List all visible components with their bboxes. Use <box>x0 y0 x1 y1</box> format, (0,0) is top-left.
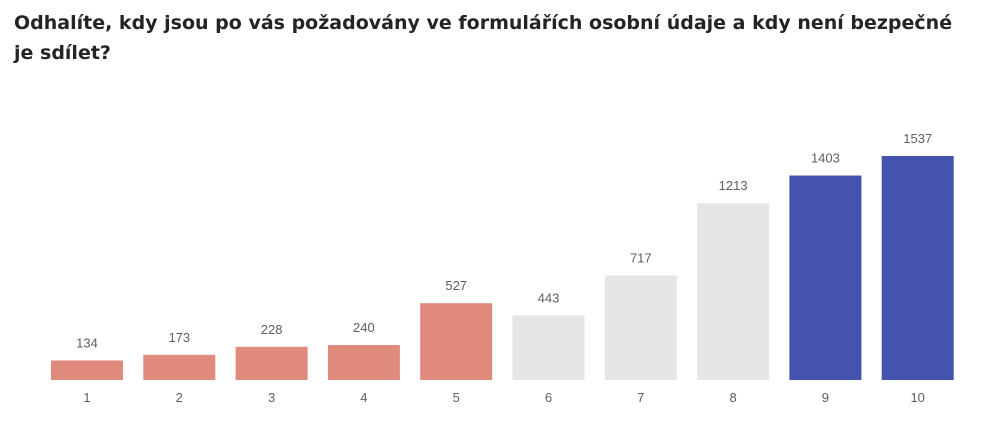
x-tick-label: 10 <box>910 390 924 405</box>
x-tick-label: 8 <box>729 390 736 405</box>
x-tick-label: 1 <box>83 390 90 405</box>
data-label: 527 <box>445 278 467 293</box>
x-tick-label: 6 <box>545 390 552 405</box>
x-tick-label: 9 <box>822 390 829 405</box>
data-label: 717 <box>630 251 652 266</box>
bar <box>604 275 677 380</box>
x-tick-label: 7 <box>637 390 644 405</box>
bar <box>235 346 308 380</box>
data-label: 240 <box>353 320 375 335</box>
bar <box>512 315 585 380</box>
chart-title: Odhalíte, kdy jsou po vás požadovány ve … <box>14 12 953 64</box>
x-tick-label: 2 <box>176 390 183 405</box>
x-tick-label: 4 <box>360 390 367 405</box>
data-label: 173 <box>168 330 190 345</box>
bar <box>697 203 770 380</box>
bar <box>327 345 400 380</box>
x-tick-label: 3 <box>268 390 275 405</box>
x-tick-label: 5 <box>453 390 460 405</box>
bar <box>143 354 216 380</box>
data-label: 134 <box>76 335 98 350</box>
bar <box>789 175 862 380</box>
data-label: 1537 <box>903 131 932 146</box>
data-label: 228 <box>261 322 283 337</box>
data-label: 443 <box>538 290 560 305</box>
bar <box>420 303 493 380</box>
bar <box>881 156 954 380</box>
bar <box>51 360 123 380</box>
data-label: 1403 <box>811 151 840 166</box>
data-label: 1213 <box>719 178 748 193</box>
